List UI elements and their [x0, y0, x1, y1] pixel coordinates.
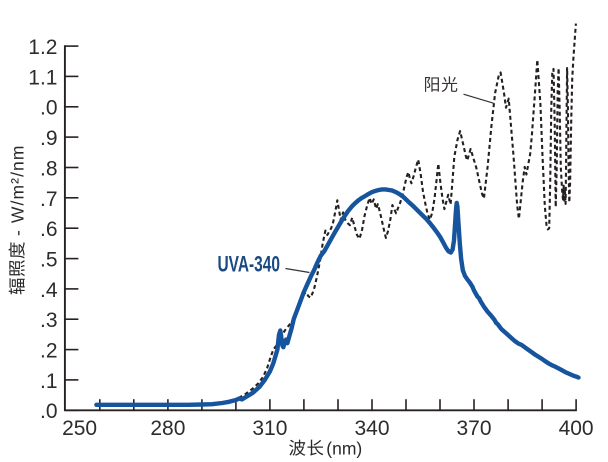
svg-text:.2: .2 — [40, 340, 58, 363]
svg-text:.3: .3 — [40, 309, 58, 332]
svg-text:340: 340 — [354, 417, 389, 440]
svg-text:.5: .5 — [40, 248, 58, 271]
svg-text:1.1: 1.1 — [28, 66, 57, 89]
svg-text:370: 370 — [456, 417, 491, 440]
svg-text:310: 310 — [252, 417, 287, 440]
svg-text:250: 250 — [62, 417, 97, 440]
svg-text:1.2: 1.2 — [28, 36, 57, 59]
svg-text:.0: .0 — [40, 97, 58, 120]
svg-text:- W/m²/nm: - W/m²/nm — [7, 144, 27, 236]
svg-text:400: 400 — [559, 417, 594, 440]
svg-text:(nm): (nm) — [326, 438, 362, 458]
svg-text:UVA-340: UVA-340 — [218, 252, 281, 277]
svg-text:.6: .6 — [40, 218, 58, 241]
svg-text:280: 280 — [150, 417, 185, 440]
svg-text:.0: .0 — [40, 400, 58, 423]
svg-text:.8: .8 — [40, 157, 58, 180]
svg-text:.9: .9 — [40, 127, 58, 150]
svg-text:.4: .4 — [40, 279, 58, 302]
svg-text:.1: .1 — [40, 370, 58, 393]
svg-text:.7: .7 — [40, 188, 58, 211]
